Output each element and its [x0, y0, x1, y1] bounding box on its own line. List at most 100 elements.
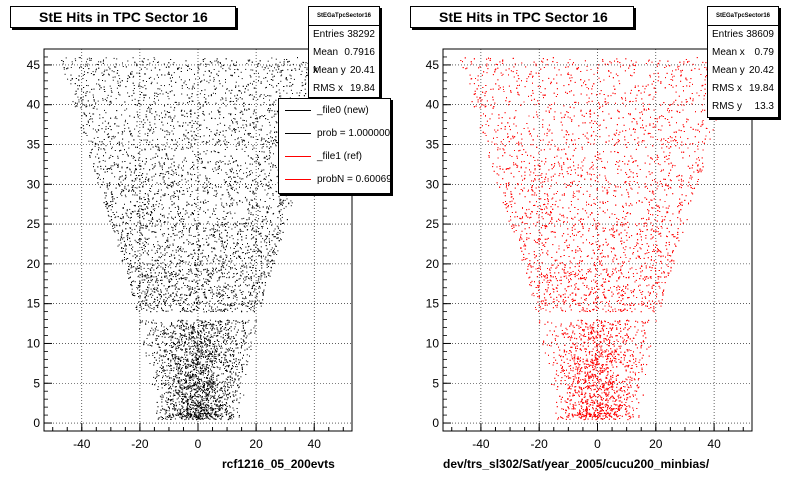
left-point	[117, 230, 119, 232]
left-point	[232, 238, 234, 240]
left-point	[160, 322, 162, 324]
left-point	[193, 83, 195, 85]
left-point	[194, 405, 195, 407]
left-point	[178, 207, 180, 209]
left-point	[244, 151, 246, 152]
left-point	[170, 253, 172, 255]
left-point	[140, 104, 142, 106]
left-point	[167, 380, 169, 381]
left-point	[184, 335, 186, 337]
left-point	[133, 85, 135, 86]
left-point	[154, 95, 156, 97]
left-point	[258, 218, 260, 220]
left-point	[209, 178, 211, 180]
left-point	[161, 90, 163, 92]
left-point	[170, 418, 172, 420]
left-point	[206, 185, 208, 187]
left-point	[234, 264, 236, 266]
left-point	[147, 295, 149, 297]
left-point	[148, 229, 150, 231]
left-point	[158, 203, 160, 205]
left-point	[198, 245, 200, 246]
left-point	[150, 288, 152, 290]
left-point	[163, 180, 165, 182]
left-point	[210, 262, 212, 264]
left-point	[210, 131, 212, 133]
left-point	[148, 321, 149, 323]
left-point	[228, 334, 230, 336]
left-point	[264, 173, 266, 175]
left-point	[185, 359, 187, 361]
left-point	[168, 213, 170, 215]
left-point	[138, 102, 139, 104]
left-point	[142, 202, 144, 203]
left-point	[181, 400, 183, 402]
left-point	[131, 288, 133, 290]
left-point	[114, 226, 116, 228]
left-point	[208, 270, 210, 272]
left-point	[271, 247, 273, 249]
left-point	[178, 346, 180, 348]
left-point	[144, 122, 146, 124]
left-point	[264, 157, 266, 159]
left-point	[121, 131, 123, 132]
left-point	[108, 66, 110, 68]
left-point	[181, 356, 183, 358]
left-point	[144, 276, 146, 278]
left-point	[233, 354, 235, 356]
left-point	[147, 139, 148, 141]
left-point	[171, 345, 172, 347]
left-point	[270, 169, 272, 171]
left-point	[193, 383, 195, 385]
left-point	[222, 404, 224, 406]
left-point	[246, 311, 248, 313]
left-point	[128, 269, 130, 271]
left-point	[207, 410, 209, 412]
left-point	[287, 69, 289, 71]
left-point	[200, 63, 202, 65]
left-point	[182, 365, 184, 366]
left-point	[172, 379, 174, 381]
left-point	[220, 255, 222, 257]
left-point	[234, 302, 236, 303]
left-point	[274, 126, 275, 128]
left-point	[163, 163, 165, 165]
left-point	[241, 366, 243, 368]
left-point	[138, 209, 140, 211]
left-point	[165, 416, 167, 418]
left-point	[135, 267, 137, 269]
left-point	[154, 210, 155, 212]
left-point	[239, 230, 241, 232]
left-point	[204, 408, 206, 410]
left-point	[222, 194, 224, 196]
left-point	[211, 366, 213, 368]
left-point	[150, 276, 152, 278]
left-point	[146, 264, 148, 266]
left-point	[260, 246, 262, 248]
left-point	[196, 268, 197, 270]
left-point	[105, 165, 107, 167]
left-point	[223, 362, 225, 364]
left-point	[301, 82, 303, 84]
left-point	[251, 302, 253, 304]
left-point	[154, 123, 156, 125]
left-point	[234, 107, 236, 109]
left-point	[253, 147, 255, 149]
left-point	[195, 384, 197, 385]
left-point	[96, 173, 98, 175]
left-point	[131, 190, 132, 192]
left-point	[204, 373, 206, 374]
left-point	[126, 210, 128, 212]
left-point	[222, 241, 223, 243]
left-point	[226, 360, 228, 362]
left-point	[220, 328, 222, 330]
left-point	[280, 230, 282, 232]
left-point	[233, 243, 235, 244]
left-point	[276, 234, 278, 235]
left-point	[188, 243, 189, 245]
left-point	[176, 291, 178, 293]
left-point	[246, 200, 248, 202]
left-point	[191, 100, 193, 102]
left-point	[195, 342, 197, 344]
left-point	[199, 124, 201, 126]
